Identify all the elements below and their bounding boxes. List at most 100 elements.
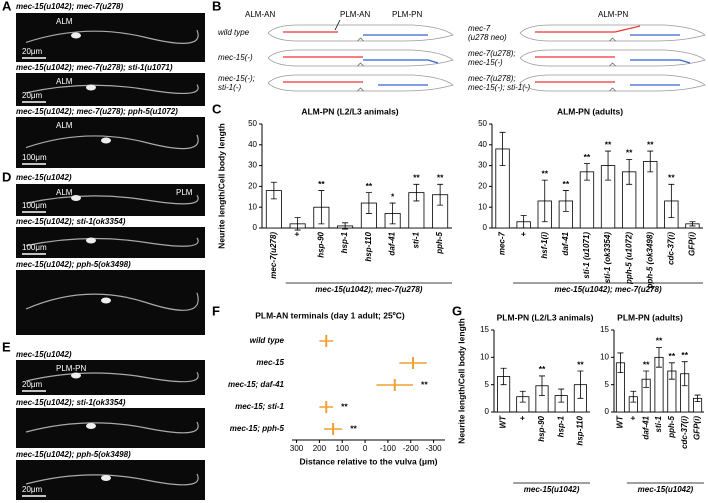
x-tick-label: mec-7 <box>498 231 507 255</box>
x-tick-label: -100 <box>380 444 397 453</box>
x-tick-label: cdc-37(i) <box>680 416 689 449</box>
genotype: mec-15(-); sti-1(-) <box>468 83 531 92</box>
y-tick-label: 15 <box>600 325 609 334</box>
significance: ** <box>541 168 548 178</box>
error-bar <box>437 183 444 206</box>
error-bar <box>694 394 701 403</box>
y-tick-label: 30 <box>248 161 257 170</box>
cell-label: PLM <box>176 188 193 197</box>
micrograph <box>16 460 205 500</box>
scale-label: 20μm <box>22 485 43 494</box>
scale-label: 100μm <box>22 243 47 252</box>
error-bar <box>520 215 527 229</box>
y-axis-label: Neurite length/Cell body length <box>456 318 466 444</box>
significance: ** <box>437 173 444 183</box>
panel-letter: B <box>212 0 221 13</box>
significance: ** <box>647 139 654 149</box>
x-tick-label: sti-1 <box>654 415 663 432</box>
worm-outline <box>267 49 454 67</box>
y-tick-label: 50 <box>248 119 257 128</box>
cell-label: ALM <box>56 188 73 197</box>
significance: * <box>391 191 395 201</box>
significance: ** <box>350 423 357 433</box>
error-bar <box>519 390 526 403</box>
x-tick-label: daf-41 <box>641 415 650 439</box>
row-label: mec-15; sti-1 <box>235 402 284 411</box>
scale-label: 20μm <box>22 47 43 56</box>
x-tick-label: sti-1 (ok3354) <box>603 232 612 283</box>
x-tick-label: 100 <box>336 444 350 453</box>
y-tick-label: 10 <box>600 352 609 361</box>
scale-label: 100μm <box>22 201 47 210</box>
panel-letter: C <box>212 101 222 116</box>
genotype: mec-7(u278); <box>468 49 516 58</box>
alm-pn <box>614 25 641 33</box>
y-tick-label: 5 <box>605 380 610 389</box>
y-tick-label: 10 <box>478 202 487 211</box>
significance: ** <box>584 152 591 162</box>
cell-body <box>86 84 96 91</box>
error-bar <box>389 202 396 225</box>
neuron <box>25 421 199 434</box>
neuron-label: PLM-PN <box>392 10 422 19</box>
vulva <box>357 37 364 42</box>
chart-title: ALM-PN (L2/L3 animals) <box>301 106 398 116</box>
error-bar <box>270 181 277 200</box>
y-tick-label: 5 <box>485 380 490 389</box>
error-bar <box>413 183 420 202</box>
error-bar <box>539 375 545 396</box>
significance: ** <box>318 179 325 189</box>
significance: ** <box>563 179 570 189</box>
vulva <box>357 87 364 92</box>
image-label: mec-15(u1042); mec-7(u278); sti-1(u1071) <box>16 63 173 72</box>
y-tick-label: 0 <box>253 223 258 232</box>
micrograph <box>16 270 205 335</box>
x-tick-label: pph-5 <box>435 231 444 254</box>
error-bar <box>647 150 654 173</box>
x-tick-label: + <box>628 416 637 421</box>
panel-letter: D <box>2 169 11 184</box>
cell-label: ALM <box>56 77 73 86</box>
vulva <box>609 87 616 92</box>
error-bar <box>626 158 633 185</box>
significance: ** <box>341 401 348 411</box>
genotype: mec-15(-) <box>218 53 253 62</box>
x-tick-label: -300 <box>426 444 443 453</box>
significance: ** <box>577 359 584 369</box>
x-tick-label: mec-7(u278) <box>269 232 278 279</box>
chart-title: ALM-PN (adults) <box>557 106 623 116</box>
y-tick-label: 50 <box>478 119 487 128</box>
image-label: mec-15(u1042); mec-7(u278); pph-5(u1072) <box>16 107 178 116</box>
x-tick-label: + <box>293 232 302 237</box>
image-label: mec-15(u1042); pph-5(ok3498) <box>16 260 131 269</box>
worm-outline <box>519 24 706 42</box>
y-tick-label: 10 <box>480 352 489 361</box>
cell-body <box>86 237 96 244</box>
significance: ** <box>605 139 612 149</box>
cell-body <box>71 195 81 201</box>
y-tick-label: 20 <box>248 182 257 191</box>
genotype: wild type <box>218 28 250 37</box>
significance: ** <box>656 336 663 346</box>
cell-body <box>71 372 81 379</box>
x-tick-label: GFP(i) <box>693 416 702 440</box>
significance: ** <box>366 181 373 191</box>
error-bar <box>499 131 506 166</box>
error-bar <box>681 361 688 387</box>
panel-letter: A <box>2 0 12 13</box>
micrograph <box>16 117 205 168</box>
vulva <box>357 62 364 67</box>
significance: ** <box>681 350 688 360</box>
x-tick-label: WT <box>499 415 508 429</box>
error-bar <box>318 190 325 225</box>
y-tick-label: 40 <box>478 140 487 149</box>
error-bar <box>577 370 584 399</box>
significance: ** <box>669 351 676 361</box>
vulva <box>609 37 616 42</box>
error-bar <box>365 192 372 214</box>
neuron <box>25 237 199 247</box>
group-label: mec-15(u1042); mec-7(u278) <box>554 285 661 294</box>
x-tick-label: 300 <box>290 444 304 453</box>
image-label: mec-15(u1042) <box>16 350 72 359</box>
y-tick-label: 40 <box>248 140 257 149</box>
